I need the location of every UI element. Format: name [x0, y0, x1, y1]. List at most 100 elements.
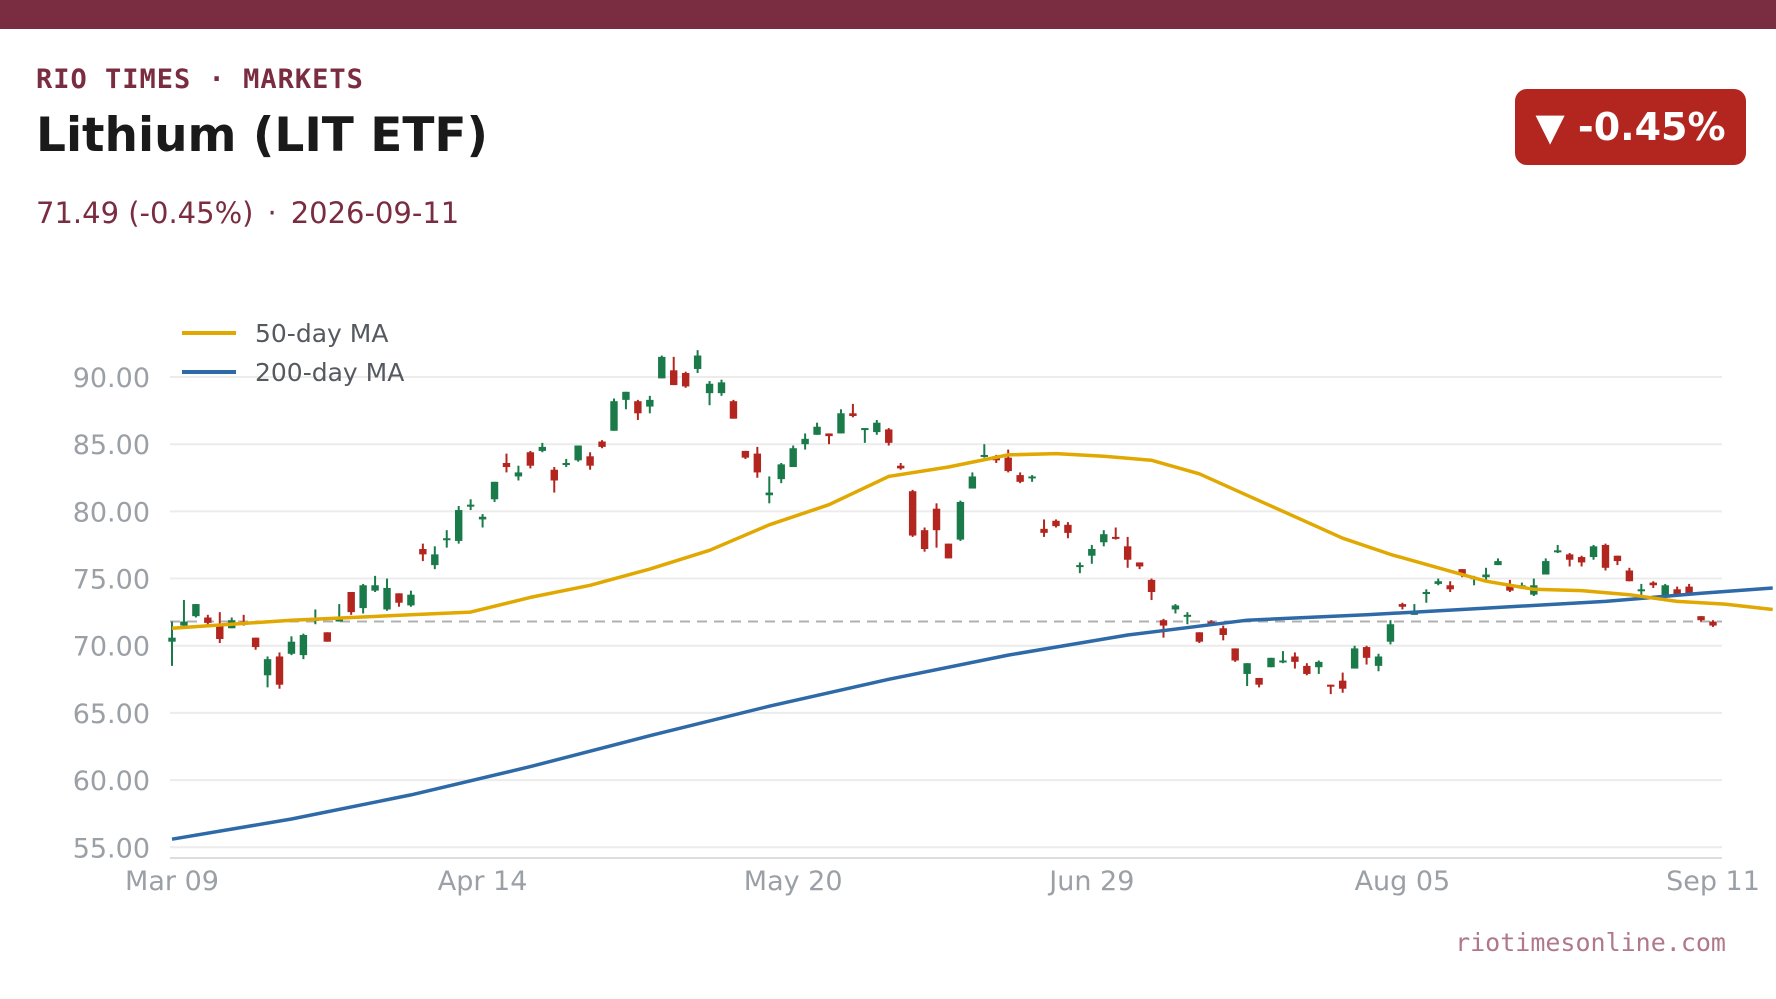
candle: [777, 463, 785, 484]
candle-body: [801, 438, 809, 445]
candle: [658, 355, 666, 379]
candle: [192, 604, 200, 618]
candle-body: [1446, 585, 1454, 590]
candle: [1076, 562, 1084, 574]
candle-body: [323, 632, 331, 642]
candle-body: [562, 463, 570, 466]
quote-date: 2026-09-11: [290, 196, 460, 230]
candle-body: [180, 621, 188, 626]
candle-body: [192, 604, 200, 617]
candle-body: [1219, 628, 1227, 635]
candle: [1183, 612, 1192, 625]
y-tick-label: 80.00: [73, 497, 150, 528]
candle-body: [920, 530, 929, 549]
candle: [849, 403, 857, 418]
candle-body: [610, 401, 618, 431]
candle-body: [1291, 656, 1299, 662]
candle: [1613, 555, 1622, 566]
candle-body: [431, 554, 439, 566]
candle-body: [1709, 621, 1717, 626]
candle: [813, 422, 821, 435]
candle-body: [1374, 656, 1383, 666]
candle-body: [873, 422, 881, 433]
candle-body: [717, 382, 726, 394]
candle: [1088, 544, 1096, 564]
candle-body: [335, 618, 343, 622]
candle-body: [1697, 616, 1705, 621]
candle-body: [622, 391, 630, 400]
candle: [443, 530, 451, 548]
x-tick-label: May 20: [744, 866, 843, 897]
candle: [1123, 536, 1132, 568]
candle-body: [908, 491, 917, 536]
candle: [968, 472, 977, 489]
top-accent-bar: [0, 0, 1776, 29]
candle: [765, 476, 773, 504]
candle-body: [1243, 663, 1251, 674]
legend-label-ma50: 50-day MA: [255, 319, 388, 348]
legend: 50-day MA 200-day MA: [182, 319, 404, 387]
candle-body: [443, 538, 451, 541]
candle-body: [1195, 632, 1204, 642]
candle: [920, 527, 929, 552]
candle-body: [216, 625, 224, 640]
candle: [407, 590, 415, 607]
candle-body: [693, 355, 702, 369]
candle-body: [777, 464, 785, 480]
candle-body: [670, 370, 678, 386]
candle-body: [1040, 528, 1048, 533]
candle: [347, 591, 355, 615]
candle: [395, 593, 403, 607]
candle-body: [861, 428, 869, 431]
candle: [1709, 620, 1717, 627]
grid-lines: [170, 376, 1722, 859]
candle: [1565, 553, 1574, 567]
y-tick-label: 70.00: [73, 632, 150, 663]
candle: [550, 467, 558, 493]
candle: [1267, 657, 1275, 668]
x-tick-label: Mar 09: [125, 866, 219, 897]
candle-body: [1100, 534, 1108, 543]
candle-body: [1327, 684, 1335, 687]
candle-body: [1147, 579, 1156, 592]
candle: [1135, 562, 1144, 570]
candle: [1601, 543, 1610, 571]
candle: [873, 420, 881, 435]
candle: [514, 465, 523, 481]
brand-label: RIO TIMES · MARKETS: [36, 64, 364, 95]
candle-body: [1028, 476, 1036, 479]
candle-body: [1338, 680, 1347, 689]
candle: [885, 428, 893, 446]
candle: [1398, 602, 1407, 610]
candle: [490, 481, 499, 502]
candle-body: [347, 591, 355, 613]
candles-group: [168, 350, 1717, 695]
candle-body: [813, 426, 821, 435]
candle: [1016, 472, 1024, 484]
x-tick-label: Aug 05: [1355, 866, 1451, 897]
candle-body: [849, 413, 857, 416]
candle: [299, 633, 308, 660]
candle-body: [765, 492, 773, 496]
candle-body: [1458, 569, 1466, 575]
candle: [263, 656, 272, 688]
candle-body: [168, 637, 176, 642]
y-tick-label: 85.00: [73, 430, 150, 461]
candle-body: [371, 585, 379, 591]
x-tick-label: Apr 14: [438, 866, 528, 897]
candle-body: [968, 476, 977, 489]
y-tick-label: 60.00: [73, 766, 150, 797]
candle-body: [1052, 520, 1060, 527]
candle: [538, 442, 547, 453]
candle: [1446, 581, 1454, 592]
candle: [896, 463, 905, 470]
candle-body: [1315, 661, 1323, 668]
candle: [1195, 632, 1204, 644]
candle-body: [1135, 562, 1144, 567]
candle-body: [1625, 570, 1634, 582]
candle: [1004, 449, 1012, 473]
candle-body: [1661, 585, 1669, 597]
candle: [1625, 567, 1634, 582]
candle: [275, 652, 284, 689]
candle: [216, 612, 224, 644]
